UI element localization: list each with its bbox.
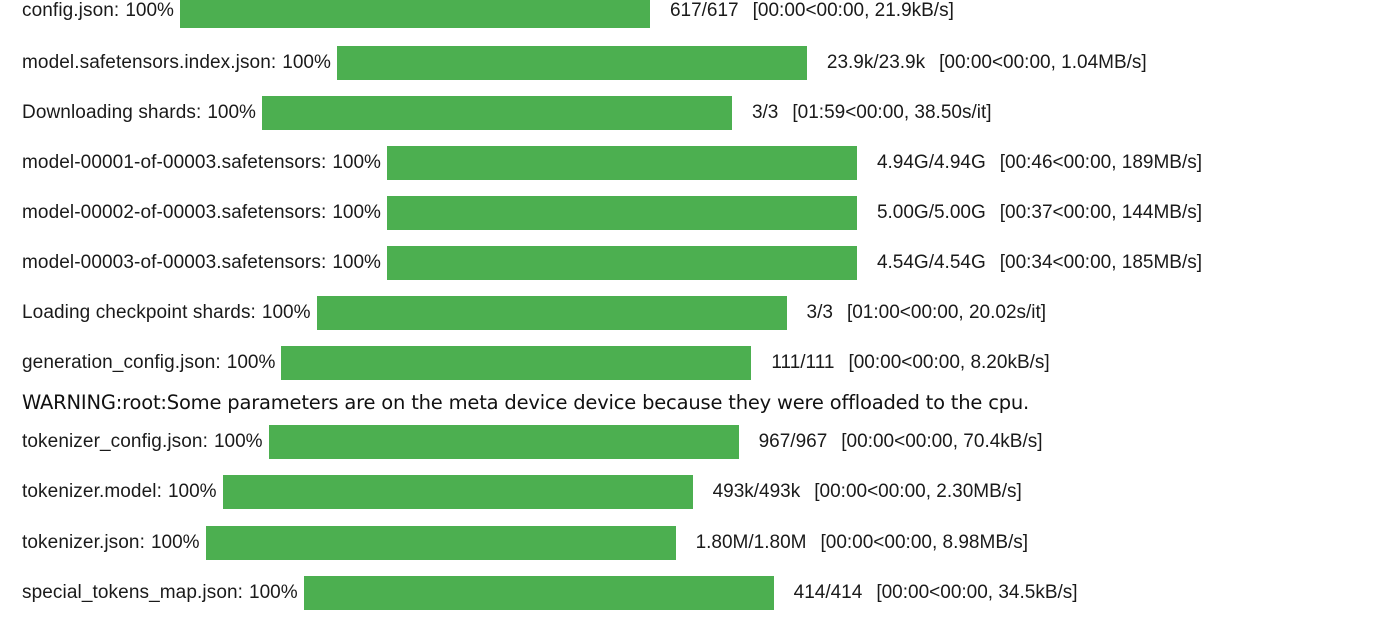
percent-text: 100% — [167, 481, 217, 502]
progress-bar — [261, 96, 732, 130]
size-counter: 1.80M/1.80M — [695, 532, 807, 553]
progress-fill — [316, 296, 787, 330]
file-label: model-00001-of-00003.safetensors: — [22, 152, 327, 173]
file-label: tokenizer.json: — [22, 532, 145, 553]
percent-text: 100% — [261, 302, 311, 323]
progress-fill — [386, 146, 857, 180]
progress-row-model-safetensors-index: model.safetensors.index.json: 100% 23.9k… — [22, 46, 1147, 80]
file-label: model-00002-of-00003.safetensors: — [22, 202, 327, 223]
size-counter: 5.00G/5.00G — [876, 202, 986, 223]
progress-bar — [281, 346, 752, 380]
timing-rate: [01:00<00:00, 20.02s/it] — [846, 302, 1047, 323]
file-label: generation_config.json: — [22, 352, 221, 373]
progress-row-special-tokens-map: special_tokens_map.json: 100% 414/414 [0… — [22, 576, 1078, 610]
progress-fill — [281, 346, 752, 380]
progress-row-tokenizer-model: tokenizer.model: 100% 493k/493k [00:00<0… — [22, 475, 1022, 509]
progress-fill — [386, 196, 857, 230]
progress-bar — [303, 576, 774, 610]
size-counter: 617/617 — [669, 0, 739, 21]
progress-fill — [336, 46, 807, 80]
percent-text: 100% — [226, 352, 276, 373]
progress-bar — [316, 296, 787, 330]
percent-text: 100% — [150, 532, 200, 553]
size-counter: 3/3 — [751, 102, 779, 123]
timing-rate: [00:00<00:00, 1.04MB/s] — [939, 52, 1147, 73]
percent-text: 100% — [207, 102, 256, 123]
timing-rate: [00:37<00:00, 144MB/s] — [999, 202, 1203, 223]
timing-rate: [00:00<00:00, 70.4kB/s] — [841, 431, 1043, 452]
progress-bar — [386, 146, 857, 180]
size-counter: 493k/493k — [712, 481, 801, 502]
timing-rate: [01:59<00:00, 38.50s/it] — [792, 102, 992, 123]
progress-row-loading-checkpoint-shards: Loading checkpoint shards: 100% 3/3 [01:… — [22, 296, 1046, 330]
percent-text: 100% — [332, 152, 381, 173]
percent-text: 100% — [332, 252, 381, 273]
file-label: config.json: — [22, 0, 120, 21]
size-counter: 111/111 — [771, 352, 835, 373]
size-counter: 23.9k/23.9k — [826, 52, 926, 73]
progress-row-tokenizer-json: tokenizer.json: 100% 1.80M/1.80M [00:00<… — [22, 526, 1028, 560]
timing-rate: [00:00<00:00, 2.30MB/s] — [814, 481, 1022, 502]
progress-fill — [179, 0, 650, 28]
progress-bar — [386, 246, 857, 280]
progress-fill — [261, 96, 732, 130]
progress-row-config-json: config.json: 100% 617/617 [00:00<00:00, … — [22, 0, 954, 28]
progress-row-model-shard-2: model-00002-of-00003.safetensors: 100% 5… — [22, 196, 1202, 230]
progress-bar — [386, 196, 857, 230]
file-label: Downloading shards: — [22, 102, 202, 123]
timing-rate: [00:34<00:00, 185MB/s] — [999, 252, 1203, 273]
file-label: special_tokens_map.json: — [22, 582, 244, 603]
percent-text: 100% — [213, 431, 263, 452]
size-counter: 4.94G/4.94G — [876, 152, 986, 173]
progress-bar — [222, 475, 693, 509]
progress-row-model-shard-3: model-00003-of-00003.safetensors: 100% 4… — [22, 246, 1202, 280]
progress-fill — [222, 475, 693, 509]
file-label: tokenizer_config.json: — [22, 431, 208, 452]
progress-bar — [205, 526, 676, 560]
percent-text: 100% — [282, 52, 331, 73]
file-label: model-00003-of-00003.safetensors: — [22, 252, 327, 273]
timing-rate: [00:46<00:00, 189MB/s] — [999, 152, 1203, 173]
progress-row-downloading-shards: Downloading shards: 100% 3/3 [01:59<00:0… — [22, 96, 992, 130]
progress-row-generation-config: generation_config.json: 100% 111/111 [00… — [22, 346, 1050, 380]
progress-fill — [386, 246, 857, 280]
timing-rate: [00:00<00:00, 21.9kB/s] — [752, 0, 954, 21]
file-label: model.safetensors.index.json: — [22, 52, 277, 73]
progress-fill — [303, 576, 774, 610]
timing-rate: [00:00<00:00, 8.98MB/s] — [820, 532, 1029, 553]
progress-bar — [336, 46, 807, 80]
progress-row-model-shard-1: model-00001-of-00003.safetensors: 100% 4… — [22, 146, 1202, 180]
file-label: tokenizer.model: — [22, 481, 162, 502]
progress-bar — [268, 425, 739, 459]
percent-text: 100% — [125, 0, 174, 21]
warning-message: WARNING:root:Some parameters are on the … — [22, 391, 1030, 414]
timing-rate: [00:00<00:00, 8.20kB/s] — [848, 352, 1050, 373]
progress-fill — [205, 526, 676, 560]
size-counter: 4.54G/4.54G — [876, 252, 986, 273]
file-label: Loading checkpoint shards: — [22, 302, 256, 323]
percent-text: 100% — [332, 202, 381, 223]
size-counter: 3/3 — [806, 302, 833, 323]
size-counter: 414/414 — [793, 582, 863, 603]
percent-text: 100% — [249, 582, 298, 603]
progress-row-tokenizer-config: tokenizer_config.json: 100% 967/967 [00:… — [22, 425, 1043, 459]
progress-fill — [268, 425, 739, 459]
timing-rate: [00:00<00:00, 34.5kB/s] — [876, 582, 1078, 603]
progress-bar — [179, 0, 650, 28]
size-counter: 967/967 — [758, 431, 828, 452]
